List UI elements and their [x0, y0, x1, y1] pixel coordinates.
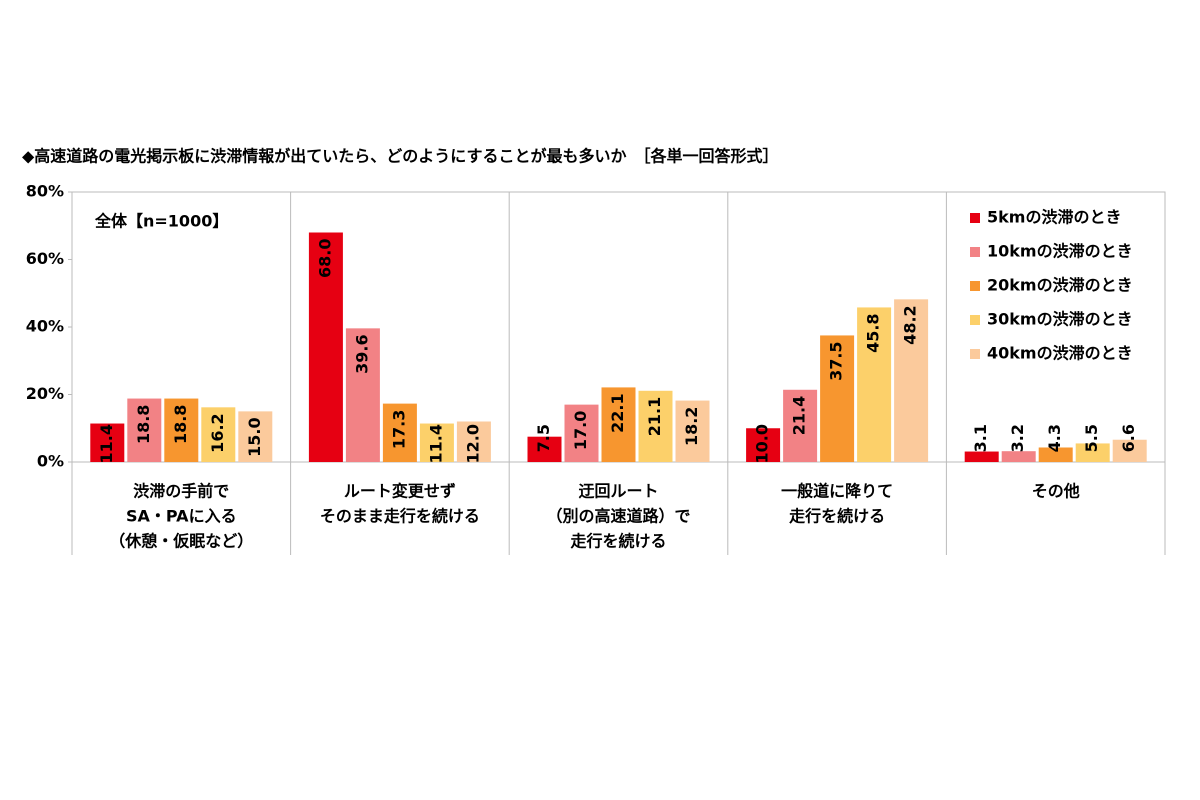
data-label: 17.3: [389, 410, 408, 449]
bar: [857, 307, 892, 462]
data-label: 15.0: [245, 417, 264, 456]
data-label: 39.6: [352, 334, 371, 373]
bar: [456, 421, 491, 462]
x-tick-label: 走行を続ける: [569, 532, 666, 551]
y-tick-label: 20%: [26, 384, 64, 403]
bar: [127, 398, 162, 462]
legend-label: 5kmの渋滞のとき: [987, 208, 1121, 227]
legend-label: 30kmの渋滞のとき: [987, 310, 1133, 329]
x-tick-label: 迂回ルート: [578, 482, 658, 501]
bar: [90, 423, 125, 462]
data-label: 18.2: [682, 407, 701, 446]
data-label: 37.5: [827, 341, 846, 380]
y-tick-label: 80%: [26, 182, 64, 201]
x-tick-label: （別の高速道路）で: [546, 507, 690, 526]
bar: [964, 451, 999, 462]
bar: [1075, 443, 1110, 462]
legend-swatch: [970, 315, 980, 325]
bar: [164, 398, 199, 462]
data-label: 18.8: [171, 405, 190, 444]
legend-swatch: [970, 349, 980, 359]
bar: [308, 232, 343, 462]
data-label: 3.2: [1008, 424, 1027, 452]
bar: [783, 389, 818, 462]
data-label: 17.0: [571, 411, 590, 450]
x-tick-label: 渋滞の手前で: [133, 482, 229, 501]
bar: [894, 299, 929, 462]
data-label: 6.6: [1119, 424, 1138, 452]
legend-label: 10kmの渋滞のとき: [987, 242, 1133, 261]
chart-title: ◆高速道路の電光掲示板に渋滞情報が出ていたら、どのようにすることが最も多いか ［…: [22, 147, 778, 166]
x-tick-label: そのまま走行を続ける: [320, 507, 480, 526]
bar: [564, 404, 599, 462]
bar: [675, 400, 710, 462]
bar: [638, 390, 673, 462]
data-label: 3.1: [971, 424, 990, 452]
x-tick-label: その他: [1032, 482, 1080, 501]
bar: [345, 328, 380, 462]
x-tick-label: ルート変更せず: [344, 482, 456, 501]
data-label: 68.0: [315, 239, 334, 278]
data-label: 7.5: [534, 424, 553, 452]
data-label: 21.4: [790, 396, 809, 435]
data-label: 11.4: [97, 424, 116, 463]
bar: [1038, 447, 1073, 462]
data-label: 45.8: [864, 313, 883, 352]
x-tick-label: SA・PAに入る: [126, 507, 237, 526]
data-label: 5.5: [1082, 424, 1101, 452]
legend-swatch: [970, 247, 980, 257]
bar: [201, 407, 236, 462]
y-tick-label: 40%: [26, 317, 64, 336]
bar: [382, 403, 417, 462]
bar: [1112, 439, 1147, 462]
data-label: 11.4: [426, 424, 445, 463]
data-label: 21.1: [645, 397, 664, 436]
legend-swatch: [970, 281, 980, 291]
data-label: 22.1: [608, 393, 627, 432]
bar: [820, 335, 855, 462]
legend-label: 20kmの渋滞のとき: [987, 276, 1133, 295]
data-label: 4.3: [1045, 424, 1064, 452]
x-tick-label: 一般道に降りて: [781, 482, 893, 501]
data-label: 12.0: [463, 424, 482, 463]
data-label: 18.8: [134, 405, 153, 444]
data-label: 48.2: [901, 305, 920, 344]
legend-swatch: [970, 213, 980, 223]
bar: [238, 411, 273, 462]
x-tick-label: （休憩・仮眠など）: [109, 532, 253, 551]
data-label: 16.2: [208, 413, 227, 452]
bar: [527, 436, 562, 462]
bar: [601, 387, 636, 462]
bar: [746, 428, 781, 462]
annotation: 全体【n=1000】: [94, 212, 228, 231]
bar: [419, 423, 454, 462]
data-label: 10.0: [753, 424, 772, 463]
x-tick-label: 走行を続ける: [788, 507, 885, 526]
y-tick-label: 60%: [26, 249, 64, 268]
y-tick-label: 0%: [37, 452, 64, 471]
bar: [1001, 451, 1036, 462]
legend-label: 40kmの渋滞のとき: [987, 344, 1133, 363]
